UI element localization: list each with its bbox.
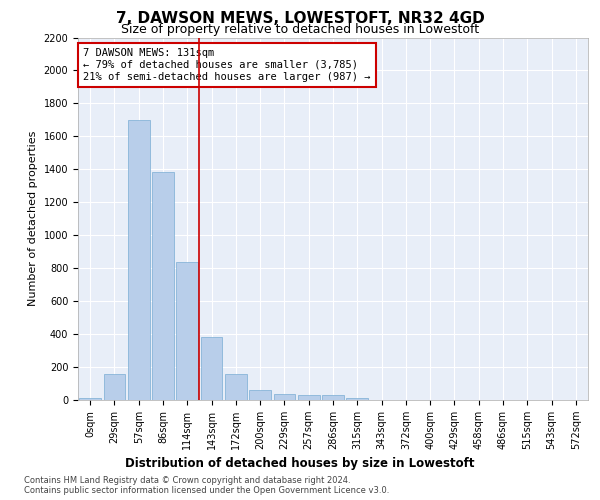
Text: 7, DAWSON MEWS, LOWESTOFT, NR32 4GD: 7, DAWSON MEWS, LOWESTOFT, NR32 4GD — [116, 11, 484, 26]
Text: Distribution of detached houses by size in Lowestoft: Distribution of detached houses by size … — [125, 458, 475, 470]
Bar — [249, 390, 271, 400]
Bar — [225, 374, 247, 400]
Text: Contains HM Land Registry data © Crown copyright and database right 2024.
Contai: Contains HM Land Registry data © Crown c… — [24, 476, 389, 495]
Bar — [104, 374, 125, 400]
Bar — [322, 396, 344, 400]
Bar — [152, 172, 174, 400]
Text: Size of property relative to detached houses in Lowestoft: Size of property relative to detached ho… — [121, 22, 479, 36]
Bar — [274, 394, 295, 400]
Bar — [200, 338, 223, 400]
Bar — [79, 398, 101, 400]
Bar — [298, 396, 320, 400]
Bar — [128, 120, 149, 400]
Y-axis label: Number of detached properties: Number of detached properties — [28, 131, 38, 306]
Bar — [346, 398, 368, 400]
Text: 7 DAWSON MEWS: 131sqm
← 79% of detached houses are smaller (3,785)
21% of semi-d: 7 DAWSON MEWS: 131sqm ← 79% of detached … — [83, 48, 371, 82]
Bar — [176, 262, 198, 400]
